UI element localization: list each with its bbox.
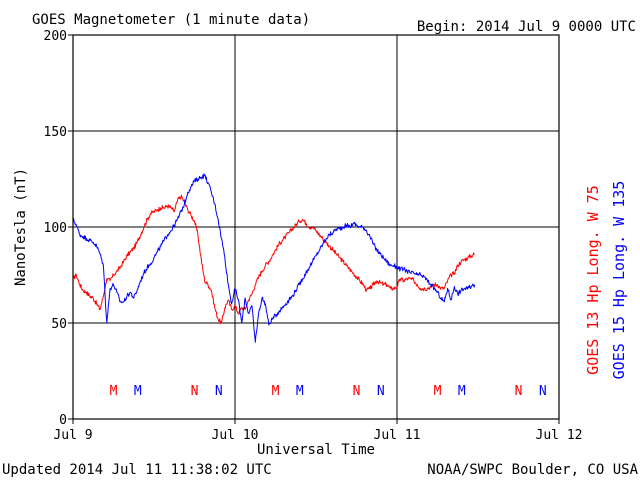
midnight-marker: M (434, 384, 442, 399)
updated-timestamp: Updated 2014 Jul 11 11:38:02 UTC (2, 462, 272, 478)
begin-time: Begin: 2014 Jul 9 0000 UTC (417, 19, 636, 35)
noon-marker: N (353, 384, 361, 399)
noon-marker: N (515, 384, 523, 399)
y-tick-label: 0 (59, 413, 67, 428)
midnight-marker: M (110, 384, 118, 399)
midnight-marker: M (296, 384, 304, 399)
series-line-goes15 (72, 173, 476, 343)
credit-line: NOAA/SWPC Boulder, CO USA (427, 462, 638, 478)
y-axis-label: NanoTesla (nT) (13, 168, 29, 286)
grid-lines (73, 35, 559, 419)
x-tick-label: Jul 12 (536, 428, 583, 443)
series-line-goes13 (72, 194, 475, 325)
noon-marker: N (377, 384, 385, 399)
x-tick-label: Jul 11 (374, 428, 421, 443)
plot-frame (72, 34, 560, 420)
legend-goes15: GOES 15 Hp Long. W 135 (610, 181, 628, 380)
y-tick-label: 100 (44, 221, 67, 236)
x-tick-label: Jul 10 (212, 428, 259, 443)
noon-marker: N (191, 384, 199, 399)
noon-marker: N (539, 384, 547, 399)
midnight-marker: M (458, 384, 466, 399)
data-series (72, 173, 476, 343)
legend-goes13: GOES 13 Hp Long. W 75 (584, 185, 602, 375)
noon-marker: N (215, 384, 223, 399)
chart-title: GOES Magnetometer (1 minute data) (32, 12, 310, 28)
midnight-marker: M (272, 384, 280, 399)
midnight-marker: M (134, 384, 142, 399)
axis-ticks: 0 50 100 150 200 Jul 9 Jul 10 Jul 11 Jul 12 (44, 29, 583, 443)
y-tick-label: 150 (44, 125, 67, 140)
y-tick-label: 200 (44, 29, 67, 44)
x-tick-label: Jul 9 (53, 428, 92, 443)
x-axis-label: Universal Time (257, 442, 375, 458)
y-tick-label: 50 (51, 317, 67, 332)
